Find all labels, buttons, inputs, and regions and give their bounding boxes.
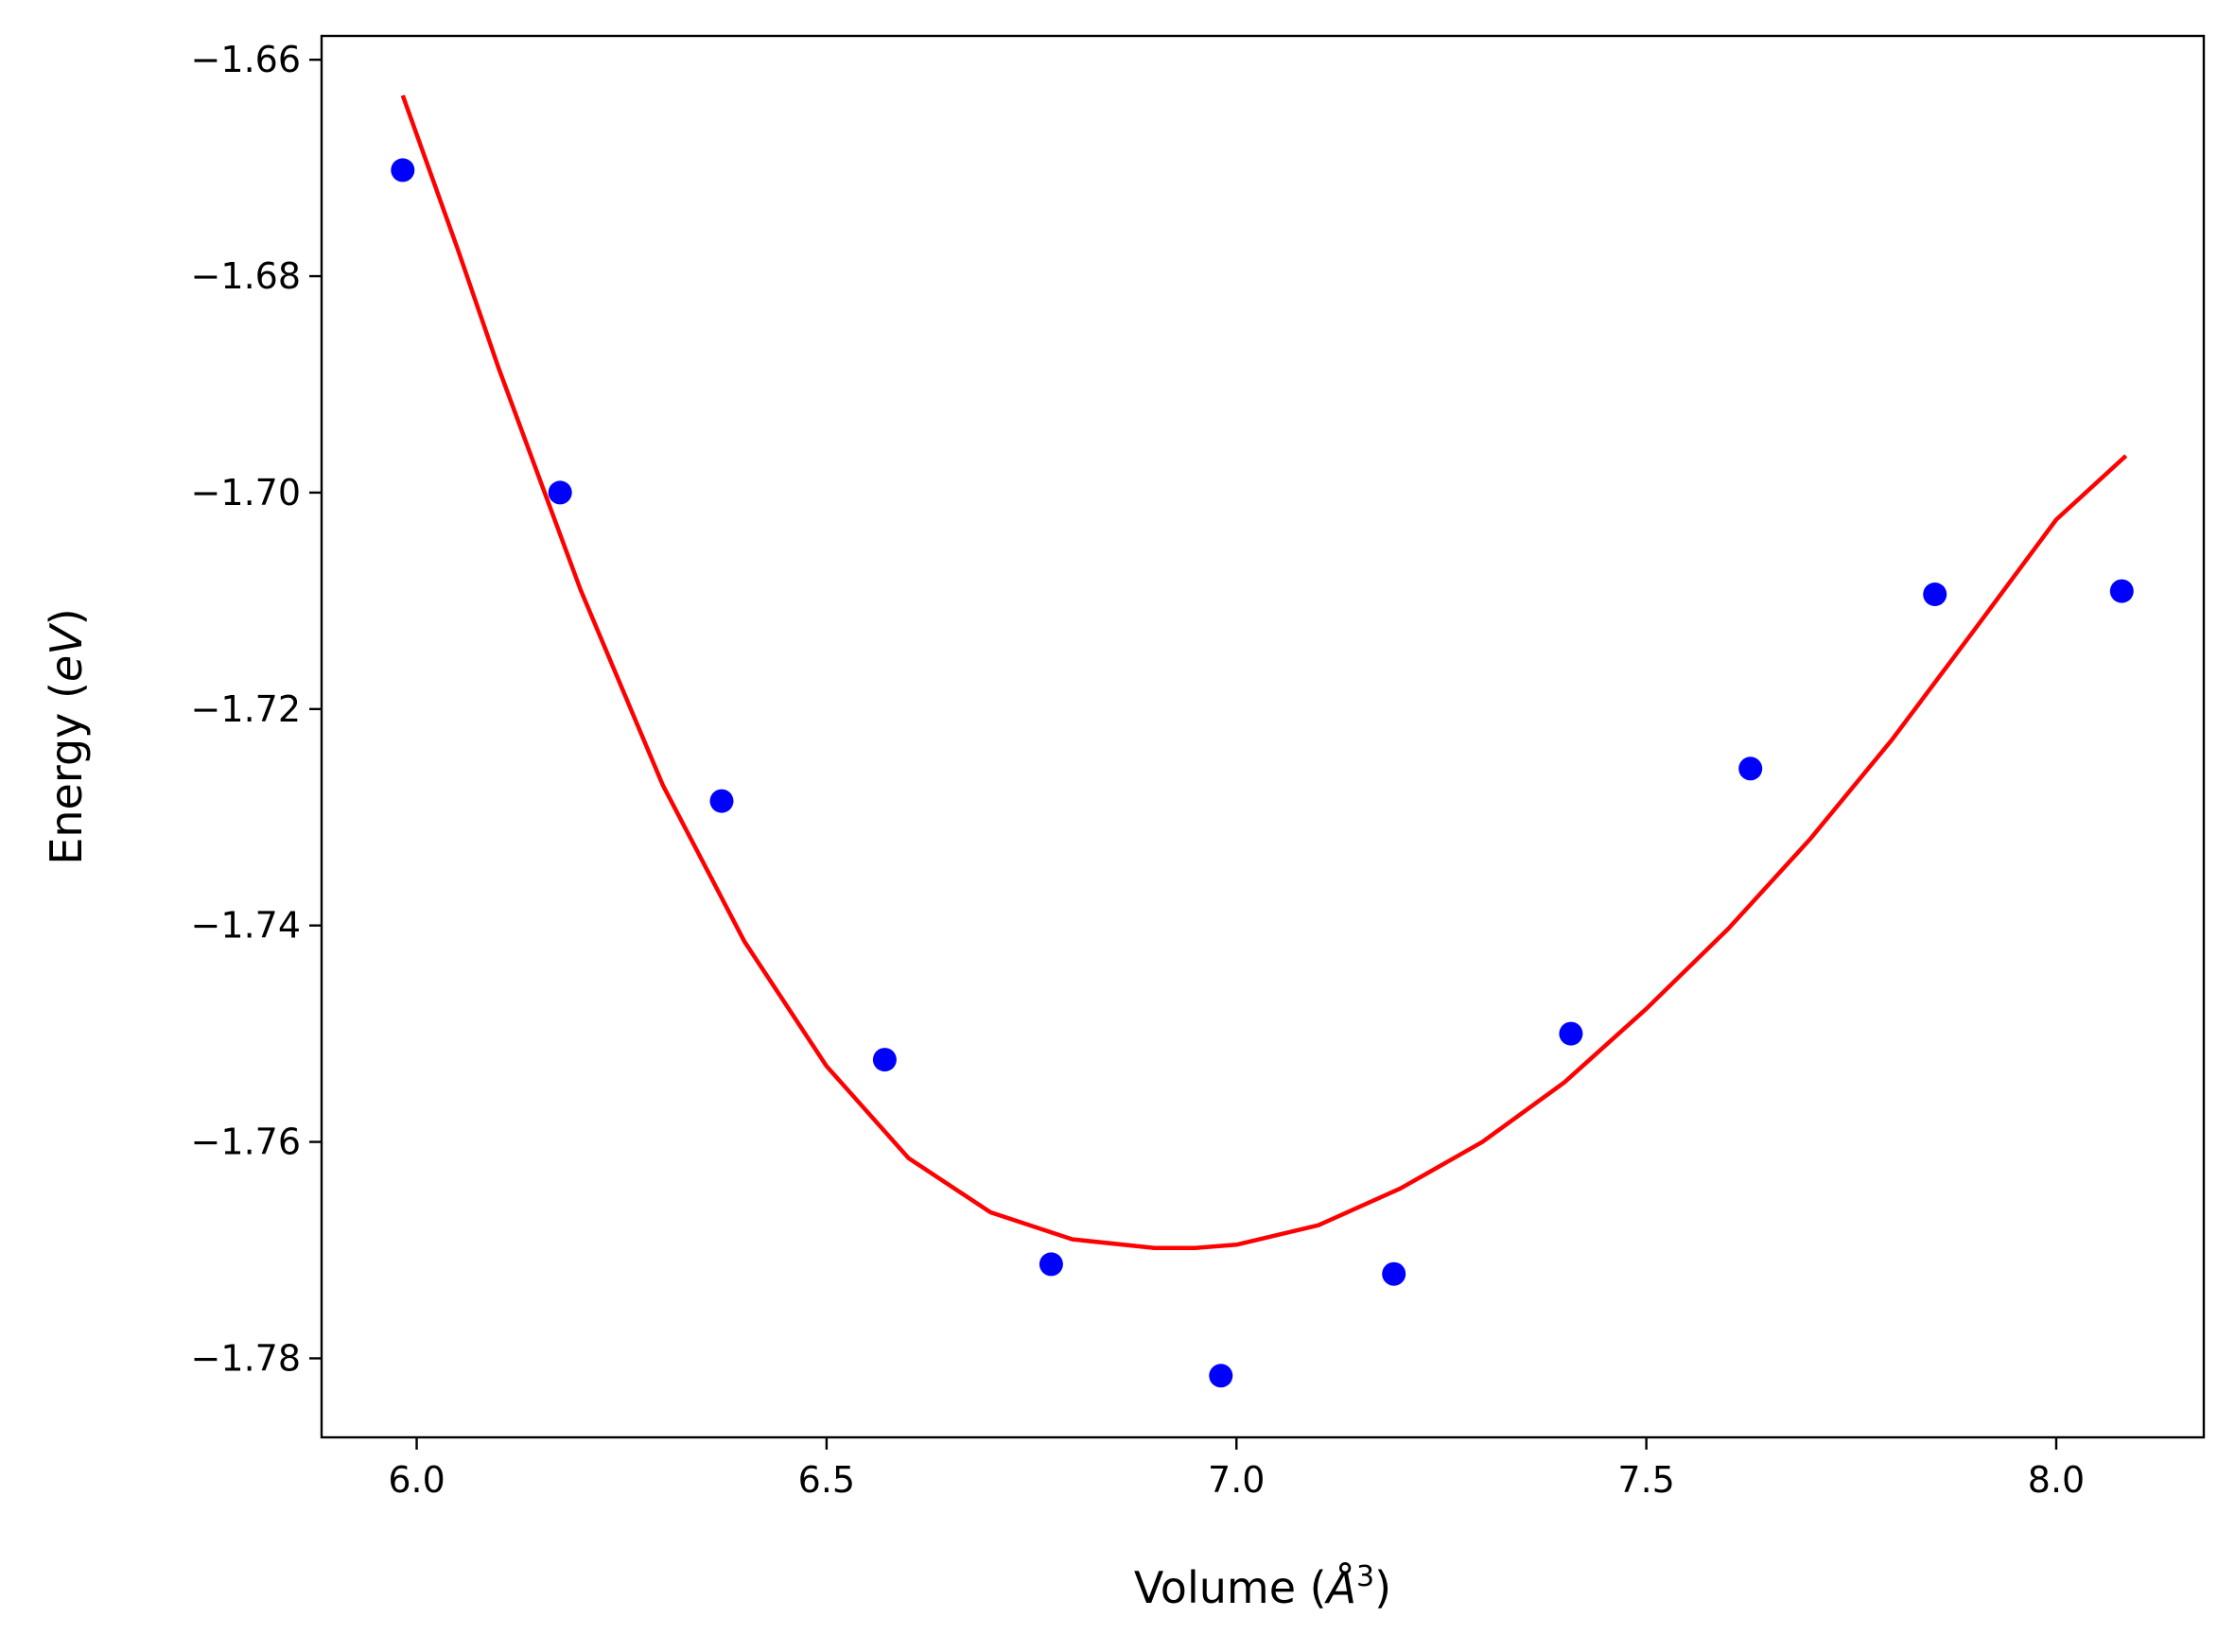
y-tick-label: −1.66 bbox=[191, 39, 301, 80]
y-tick-label: −1.74 bbox=[191, 905, 301, 947]
y-tick-label: −1.72 bbox=[191, 688, 301, 730]
data-point bbox=[1923, 583, 1947, 606]
x-tick-label: 7.0 bbox=[1208, 1459, 1265, 1501]
y-axis-ticks: −1.66 −1.68 −1.70 −1.72 −1.74 −1.76 −1.78 bbox=[191, 39, 322, 1379]
x-axis-title: Volume (Å3) bbox=[1134, 1560, 1391, 1613]
x-tick-label: 7.5 bbox=[1617, 1459, 1674, 1501]
x-axis-ticks: 6.0 6.5 7.0 7.5 8.0 bbox=[388, 1437, 2085, 1501]
data-point bbox=[548, 480, 572, 505]
y-tick-label: −1.70 bbox=[191, 472, 301, 513]
data-point bbox=[1559, 1021, 1583, 1046]
data-point bbox=[1039, 1252, 1063, 1277]
data-point bbox=[2109, 579, 2134, 603]
data-point bbox=[391, 158, 415, 183]
data-point bbox=[1382, 1261, 1406, 1286]
x-tick-label: 6.5 bbox=[798, 1459, 855, 1501]
plot-frame bbox=[320, 34, 2206, 1439]
data-point bbox=[1209, 1364, 1233, 1388]
x-tick-label: 6.0 bbox=[388, 1459, 445, 1501]
y-tick-label: −1.78 bbox=[191, 1337, 301, 1379]
data-point bbox=[872, 1048, 897, 1072]
y-tick-label: −1.76 bbox=[191, 1122, 301, 1163]
y-tick-label: −1.68 bbox=[191, 255, 301, 297]
fit-curve-layer bbox=[400, 95, 2128, 1250]
fit-curve-line bbox=[400, 95, 2128, 1250]
y-axis-title: Energy (eV) bbox=[41, 608, 92, 864]
data-point bbox=[709, 789, 734, 813]
data-point bbox=[1738, 756, 1763, 781]
data-points-layer bbox=[391, 158, 2134, 1388]
x-tick-label: 8.0 bbox=[2028, 1459, 2085, 1501]
